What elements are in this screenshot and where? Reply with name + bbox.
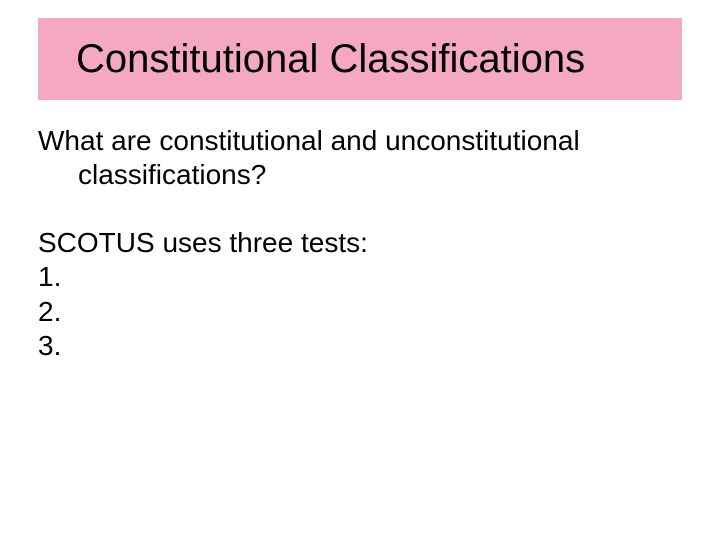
slide-title: Constitutional Classifications [76, 37, 585, 82]
list-item-3: 3. [38, 329, 682, 363]
title-box: Constitutional Classifications [38, 18, 682, 100]
question-line-1: What are constitutional and unconstituti… [38, 124, 682, 158]
slide: Constitutional Classifications What are … [0, 0, 720, 540]
list-item-1: 1. [38, 260, 682, 294]
slide-body: What are constitutional and unconstituti… [38, 100, 682, 363]
question-line-2: classifications? [38, 158, 682, 192]
spacer [38, 192, 682, 226]
list-item-2: 2. [38, 295, 682, 329]
lead-in: SCOTUS uses three tests: [38, 226, 682, 260]
